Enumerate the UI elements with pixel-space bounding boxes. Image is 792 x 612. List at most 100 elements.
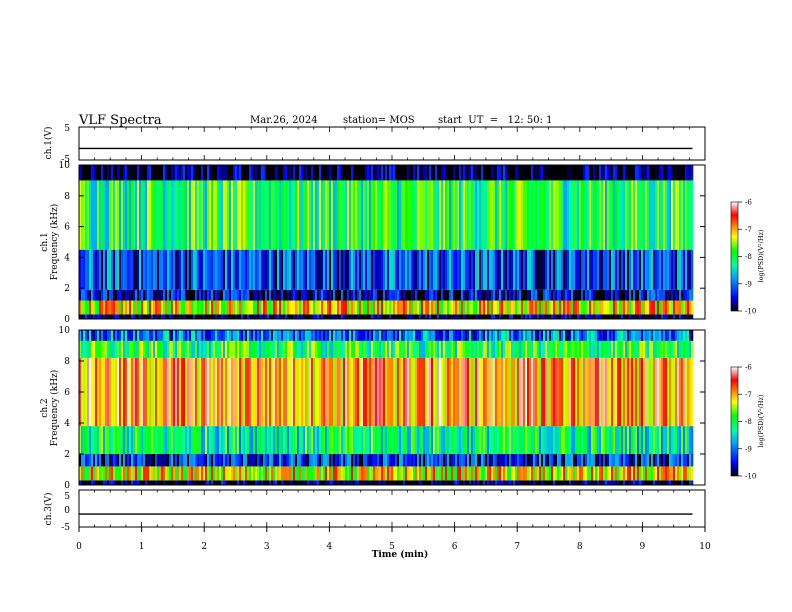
spectrogram-cell-band-0: [165, 480, 168, 485]
spectrogram-cell-band-2: [307, 454, 310, 467]
spectrogram-cell-band-2: [467, 454, 470, 467]
spectrogram-cell-band-5: [227, 340, 230, 358]
spectrogram-cell-band-5: [449, 165, 452, 181]
spectrogram-cell-band-1: [479, 300, 482, 315]
spectrogram-cell-band-5: [557, 340, 560, 358]
spectrogram-cell-band-5: [147, 165, 150, 181]
spectrogram-cell-band-0: [373, 314, 376, 319]
spectrogram-cell-band-0: [199, 480, 202, 485]
spectrogram-cell-band-5: [671, 340, 674, 358]
spectrogram-cell-band-1: [165, 300, 168, 315]
spectrogram-cell-band-0: [249, 314, 252, 319]
spectrogram-cell-band-2: [233, 289, 236, 301]
spectrogram-cell-band-4: [381, 357, 384, 427]
spectrogram-cell-band-2: [573, 289, 576, 301]
spectrogram-cell-band-1: [321, 466, 324, 481]
spectrogram-cell-band-2: [455, 454, 458, 467]
spectrogram-cell-band-5: [357, 165, 360, 181]
spectrogram-cell-band-4: [471, 180, 474, 250]
spectrogram-cell-band-4: [289, 180, 292, 250]
spectrogram-cell-band-0: [331, 314, 334, 319]
spectrogram-cell-band-0: [649, 314, 652, 319]
spectrogram-cell-band-6: [667, 330, 670, 341]
spectrogram-cell-band-5: [403, 340, 406, 358]
spectrogram-cell-band-3: [183, 426, 186, 454]
spectrogram-cell-band-1: [439, 466, 442, 481]
spectrogram-cell-band-1: [135, 466, 138, 481]
spectrogram-cell-band-6: [429, 330, 432, 341]
spectrogram-cell-band-5: [297, 165, 300, 181]
spectrogram-cell-band-0: [181, 480, 184, 485]
spectrogram-cell-band-2: [279, 454, 282, 467]
spectrogram-cell-band-2: [217, 454, 220, 467]
spectrogram-cell-band-1: [85, 466, 88, 481]
spectrogram-cell-band-4: [211, 357, 214, 427]
spectrogram-cell-band-2: [183, 289, 186, 301]
spectrogram-cell-band-6: [367, 330, 370, 341]
spectrogram-cell-band-4: [435, 357, 438, 427]
spectrogram-cell-band-3: [629, 426, 632, 454]
spectrogram-cell-band-2: [243, 454, 246, 467]
spectrogram-cell-band-5: [595, 340, 598, 358]
spectrogram-cell-band-2: [89, 454, 92, 467]
spectrogram-cell-band-4: [229, 180, 232, 250]
spectrogram-cell-band-4: [527, 180, 530, 250]
spectrogram-cell-band-1: [483, 300, 486, 315]
spectrogram-cell-band-3: [595, 249, 598, 290]
spectrogram-cell-band-4: [245, 357, 248, 427]
spectrogram-cell-band-4: [507, 180, 510, 250]
spectrogram-cell-band-5: [565, 165, 568, 181]
spectrogram-cell-band-0: [309, 314, 312, 319]
spectrogram-cell-band-3: [309, 426, 312, 454]
spectrogram-cell-band-1: [415, 466, 418, 481]
spectrogram-cell-band-4: [569, 180, 572, 250]
spectrogram-cell-band-4: [655, 180, 658, 250]
spectrogram-cell-band-0: [391, 480, 394, 485]
spectrogram-cell-band-4: [573, 180, 576, 250]
spectrogram-cell-band-2: [473, 289, 476, 301]
spectrogram-cell-band-4: [419, 180, 422, 250]
spectrogram-cell-band-2: [125, 454, 128, 467]
spectrogram-cell-band-0: [431, 480, 434, 485]
spectrogram-cell-band-1: [343, 466, 346, 481]
spectrogram-cell-band-4: [531, 180, 534, 250]
spectrogram-cell-band-5: [485, 165, 488, 181]
spectrogram-cell-band-4: [145, 180, 148, 250]
spectrogram-cell-band-0: [115, 480, 118, 485]
spectrogram-cell-band-2: [297, 289, 300, 301]
spectrogram-cell-band-2: [593, 289, 596, 301]
spectrogram-cell-band-5: [197, 165, 200, 181]
spectrogram-cell-band-1: [397, 300, 400, 315]
spectrogram-cell-band-0: [513, 480, 516, 485]
spectrogram-cell-band-0: [235, 314, 238, 319]
spectrogram-cell-band-2: [589, 289, 592, 301]
spectrogram-cell-band-2: [549, 454, 552, 467]
spectrogram-cell-band-3: [91, 249, 94, 290]
spectrogram-cell-band-4: [415, 357, 418, 427]
spectrogram-cell-band-6: [389, 330, 392, 341]
spectrogram-cell-band-0: [657, 480, 660, 485]
spectrogram-cell-band-0: [647, 480, 650, 485]
spectrogram-cell-band-6: [143, 330, 146, 341]
spectrogram-cell-band-0: [643, 314, 646, 319]
spectrogram-cell-band-1: [277, 300, 280, 315]
spectrogram-cell-band-4: [187, 180, 190, 250]
spectrogram-cell-band-1: [365, 300, 368, 315]
spectrogram-cell-band-2: [279, 289, 282, 301]
spectrogram-cell-band-3: [285, 249, 288, 290]
spectrogram-cell-band-3: [155, 249, 158, 290]
spectrogram-cell-band-1: [91, 466, 94, 481]
spectrogram-cell-band-4: [83, 180, 86, 250]
spectrogram-cell-band-1: [437, 300, 440, 315]
spectrogram-cell-band-4: [197, 357, 200, 427]
spectrogram-cell-band-0: [115, 314, 118, 319]
spectrogram-cell-band-0: [301, 314, 304, 319]
spectrogram-cell-band-0: [463, 480, 466, 485]
spectrogram-cell-band-4: [645, 180, 648, 250]
spectrogram-cell-band-5: [223, 165, 226, 181]
spectrogram-cell-band-5: [333, 340, 336, 358]
spectrogram-cell-band-3: [671, 249, 674, 290]
spectrogram-cell-band-2: [277, 454, 280, 467]
spectrogram-cell-band-4: [665, 357, 668, 427]
spectrogram-cell-band-3: [501, 426, 504, 454]
